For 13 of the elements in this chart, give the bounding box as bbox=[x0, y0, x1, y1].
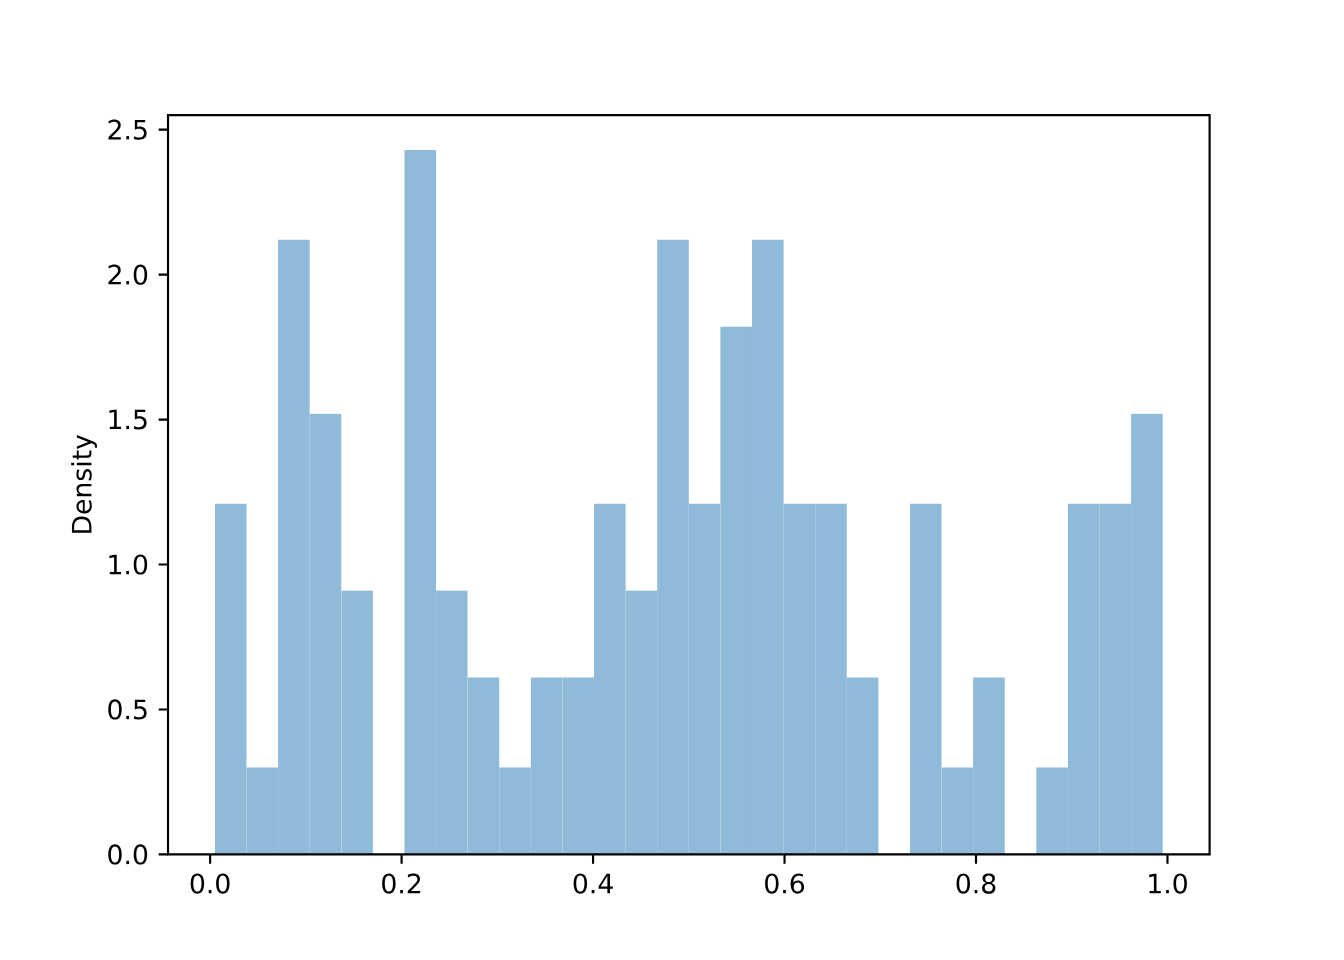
x-tick-label: 0.6 bbox=[765, 873, 805, 894]
y-tick-label: 1.5 bbox=[109, 409, 147, 430]
y-tick-label: 2.0 bbox=[108, 264, 148, 285]
y-tick-label: 1.0 bbox=[109, 554, 148, 575]
y-axis-title: Density bbox=[71, 434, 97, 533]
x-tick-label: 0.2 bbox=[382, 873, 421, 894]
x-tick-label: 0.8 bbox=[956, 873, 996, 894]
x-tick-label: 0.0 bbox=[190, 873, 230, 894]
y-tick-label: 0.5 bbox=[108, 699, 147, 720]
x-tick-label: 0.4 bbox=[573, 873, 613, 894]
x-tick-label: 1.0 bbox=[1149, 873, 1187, 894]
y-tick-label: 0.0 bbox=[108, 844, 148, 865]
y-tick-label: 2.5 bbox=[108, 119, 147, 140]
